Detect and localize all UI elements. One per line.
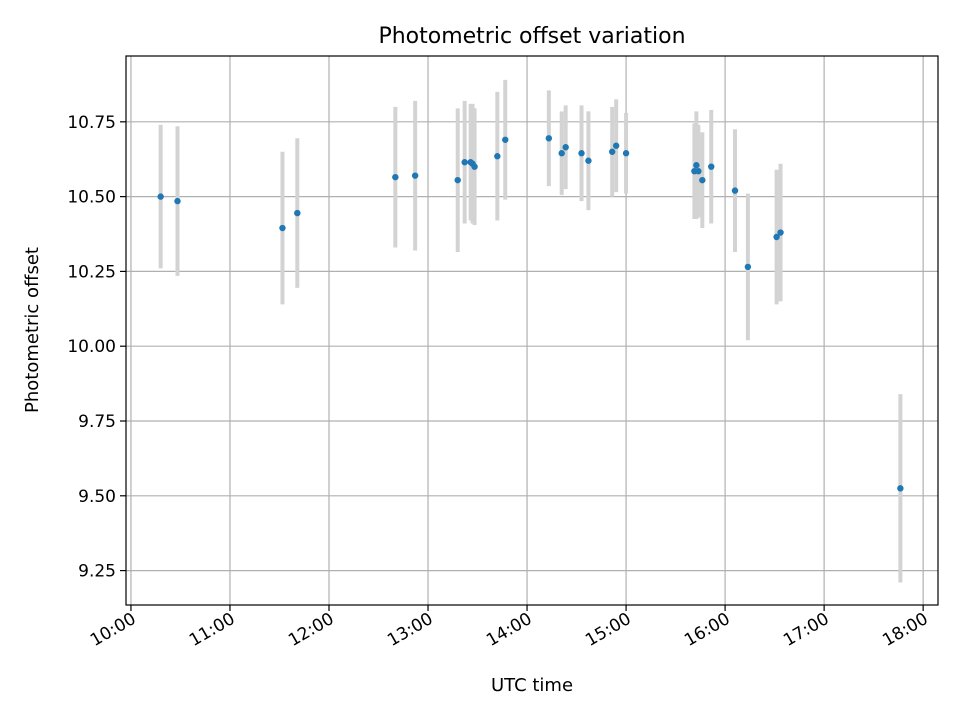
error-bars — [158, 79, 903, 583]
y-tick-label: 9.75 — [78, 412, 116, 432]
plot-frame — [125, 55, 939, 606]
x-tick-label: 12:00 — [285, 609, 337, 651]
data-point — [897, 485, 904, 492]
data-point — [562, 144, 569, 151]
data-point — [392, 173, 399, 181]
y-tick-label: 10.25 — [67, 262, 116, 282]
data-point — [578, 150, 585, 157]
x-tick-label: 15:00 — [582, 609, 634, 651]
x-tick-label: 17:00 — [780, 609, 832, 651]
x-tick-label: 11:00 — [186, 609, 238, 651]
y-tick-label: 10.50 — [67, 188, 116, 208]
data-point — [157, 193, 164, 200]
data-point — [731, 187, 739, 194]
data-point — [558, 150, 565, 157]
data-point — [609, 148, 616, 155]
data-point — [471, 163, 478, 170]
data-point — [695, 167, 702, 175]
data-points — [157, 135, 904, 492]
y-tick-label: 9.50 — [78, 487, 116, 507]
x-tick-label: 13:00 — [384, 609, 436, 651]
y-axis-label: Photometric offset — [22, 247, 43, 413]
grid-lines — [126, 56, 938, 605]
data-point — [622, 150, 630, 157]
data-point — [708, 163, 715, 170]
data-point — [612, 142, 620, 149]
data-point — [279, 224, 286, 232]
y-tick-label: 10.75 — [67, 113, 116, 133]
data-point — [585, 157, 592, 164]
data-point — [545, 135, 553, 142]
x-tick-label: 18:00 — [879, 609, 931, 651]
data-point — [773, 233, 780, 241]
data-point — [699, 176, 706, 184]
data-point — [494, 153, 501, 160]
data-point — [294, 209, 301, 217]
data-point — [777, 229, 784, 236]
data-point — [693, 162, 700, 169]
chart-title: Photometric offset variation — [378, 24, 685, 49]
data-point — [411, 172, 419, 179]
x-tick-label: 14:00 — [483, 609, 535, 651]
data-point — [744, 263, 752, 271]
data-point — [454, 176, 461, 184]
x-axis-label: UTC time — [491, 675, 573, 696]
data-point — [461, 159, 468, 166]
x-tick-label: 10:00 — [87, 609, 139, 651]
y-tick-label: 9.25 — [78, 562, 116, 582]
data-point — [174, 197, 181, 205]
y-tick-label: 10.00 — [67, 337, 116, 357]
data-point — [502, 136, 509, 143]
x-tick-label: 16:00 — [681, 609, 733, 651]
